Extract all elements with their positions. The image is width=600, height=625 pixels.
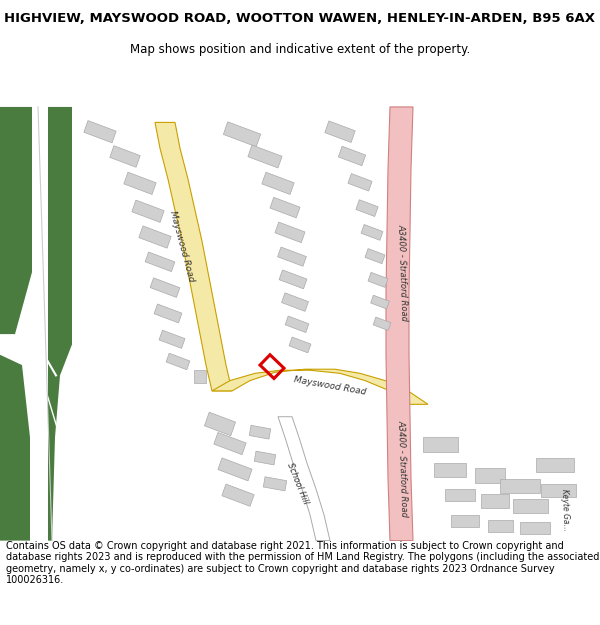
- Polygon shape: [487, 520, 512, 532]
- Polygon shape: [279, 270, 307, 289]
- Polygon shape: [205, 412, 236, 436]
- Polygon shape: [150, 278, 180, 298]
- Polygon shape: [281, 293, 308, 311]
- Polygon shape: [278, 417, 330, 541]
- Text: Mayswood Road: Mayswood Road: [293, 375, 367, 396]
- Text: Map shows position and indicative extent of the property.: Map shows position and indicative extent…: [130, 42, 470, 56]
- Polygon shape: [223, 122, 260, 147]
- Polygon shape: [541, 484, 575, 498]
- Text: HIGHVIEW, MAYSWOOD ROAD, WOOTTON WAWEN, HENLEY-IN-ARDEN, B95 6AX: HIGHVIEW, MAYSWOOD ROAD, WOOTTON WAWEN, …: [5, 12, 595, 25]
- Polygon shape: [373, 317, 391, 331]
- Polygon shape: [371, 295, 389, 309]
- Polygon shape: [159, 330, 185, 348]
- Polygon shape: [263, 477, 287, 491]
- Polygon shape: [520, 522, 550, 534]
- Polygon shape: [254, 451, 276, 465]
- Polygon shape: [386, 107, 413, 541]
- Polygon shape: [278, 247, 307, 266]
- Polygon shape: [132, 200, 164, 222]
- Polygon shape: [124, 173, 156, 194]
- Polygon shape: [222, 484, 254, 506]
- Polygon shape: [249, 426, 271, 439]
- Polygon shape: [0, 107, 32, 334]
- Polygon shape: [48, 107, 72, 541]
- Text: Mayswood Road: Mayswood Road: [168, 210, 196, 283]
- Polygon shape: [218, 458, 252, 481]
- Polygon shape: [451, 515, 479, 528]
- Polygon shape: [338, 146, 365, 166]
- Polygon shape: [194, 370, 206, 382]
- Text: Keyte Ga…: Keyte Ga…: [560, 488, 570, 531]
- Polygon shape: [166, 353, 190, 370]
- Text: A3400 - Stratford Road: A3400 - Stratford Road: [397, 419, 409, 517]
- Polygon shape: [248, 145, 282, 168]
- Polygon shape: [500, 479, 540, 493]
- Polygon shape: [285, 316, 309, 332]
- Polygon shape: [361, 224, 383, 240]
- Text: School Hill: School Hill: [286, 462, 310, 506]
- Text: Contains OS data © Crown copyright and database right 2021. This information is : Contains OS data © Crown copyright and d…: [6, 541, 599, 586]
- Polygon shape: [368, 272, 388, 288]
- Polygon shape: [475, 468, 505, 482]
- Polygon shape: [270, 198, 300, 218]
- Polygon shape: [139, 226, 171, 248]
- Polygon shape: [445, 489, 475, 501]
- Polygon shape: [262, 173, 294, 194]
- Polygon shape: [356, 200, 378, 216]
- Polygon shape: [214, 432, 246, 454]
- Polygon shape: [536, 458, 574, 472]
- Polygon shape: [365, 249, 385, 264]
- Polygon shape: [0, 355, 30, 541]
- Polygon shape: [155, 122, 232, 391]
- Polygon shape: [212, 369, 428, 404]
- Text: A3400 - Stratford Road: A3400 - Stratford Road: [397, 224, 409, 321]
- Polygon shape: [84, 121, 116, 143]
- Polygon shape: [275, 222, 305, 243]
- Polygon shape: [289, 337, 311, 353]
- Polygon shape: [110, 146, 140, 168]
- Polygon shape: [145, 252, 175, 272]
- Polygon shape: [422, 438, 458, 452]
- Polygon shape: [348, 174, 372, 191]
- Polygon shape: [481, 494, 509, 508]
- Polygon shape: [325, 121, 355, 142]
- Polygon shape: [512, 499, 548, 512]
- Polygon shape: [154, 304, 182, 323]
- Polygon shape: [434, 463, 466, 477]
